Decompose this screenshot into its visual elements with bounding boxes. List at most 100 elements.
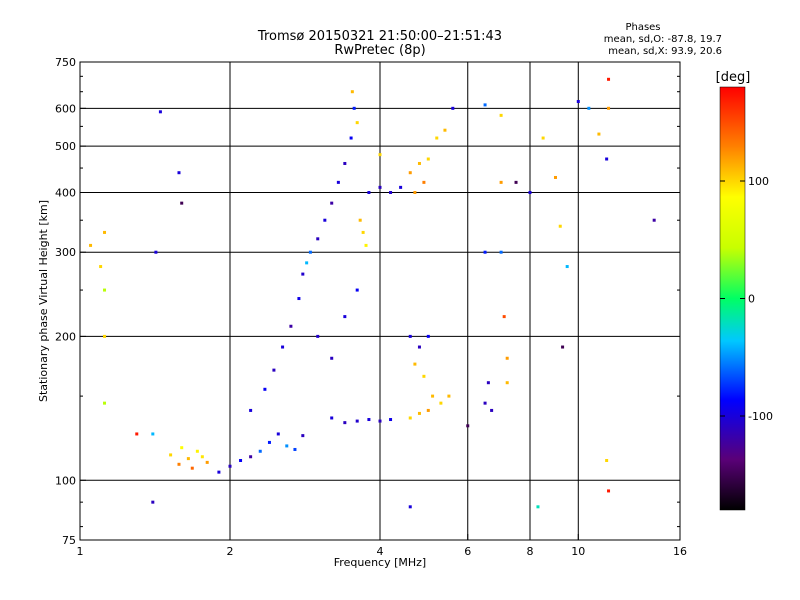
data-point — [389, 418, 393, 422]
data-point — [305, 261, 309, 265]
chart-subtitle: RwPretec (8p) — [334, 43, 425, 58]
data-point — [389, 190, 393, 194]
data-point — [330, 201, 334, 205]
data-point — [217, 470, 221, 474]
data-point — [195, 449, 199, 453]
data-point — [301, 434, 305, 438]
x-tick-label: 2 — [227, 545, 234, 558]
data-point — [378, 185, 382, 189]
data-points — [89, 77, 656, 509]
data-point — [607, 77, 611, 81]
data-point — [361, 230, 365, 234]
data-point — [249, 408, 253, 412]
data-point — [205, 460, 209, 464]
data-point — [422, 180, 426, 184]
data-point — [483, 401, 487, 405]
data-point — [228, 464, 232, 468]
data-point — [408, 505, 412, 509]
data-point — [297, 297, 301, 301]
data-point — [587, 106, 591, 110]
data-point — [267, 440, 271, 444]
data-point — [343, 315, 347, 319]
data-point — [316, 334, 320, 338]
data-point — [103, 334, 107, 338]
data-point — [151, 500, 155, 504]
data-point — [378, 419, 382, 423]
data-point — [330, 356, 334, 360]
data-point — [443, 128, 447, 132]
y-tick-label: 600 — [55, 102, 76, 115]
data-point — [169, 453, 173, 457]
data-point — [177, 462, 181, 466]
data-point — [103, 230, 107, 234]
y-tick-label: 200 — [55, 330, 76, 343]
data-point — [343, 161, 347, 165]
data-point — [263, 387, 267, 391]
data-point — [190, 466, 194, 470]
y-tick-label: 75 — [62, 534, 76, 547]
stats-heading: Phases — [625, 22, 660, 33]
data-point — [367, 190, 371, 194]
data-point — [426, 408, 430, 412]
data-point — [528, 190, 532, 194]
data-point — [605, 458, 609, 462]
data-point — [352, 106, 356, 110]
data-point — [553, 175, 557, 179]
data-point — [336, 180, 340, 184]
data-point — [561, 345, 565, 349]
data-point — [499, 113, 503, 117]
data-point — [536, 505, 540, 509]
y-axis-ticks: 75 100 200 300 400 500 600 750 — [55, 56, 680, 547]
data-point — [486, 381, 490, 385]
data-point — [417, 411, 421, 415]
data-point — [180, 201, 184, 205]
data-point — [200, 455, 204, 459]
data-point — [358, 218, 362, 222]
data-point — [408, 171, 412, 175]
data-point — [466, 424, 470, 428]
data-point — [103, 401, 107, 405]
data-point — [408, 334, 412, 338]
data-point — [426, 157, 430, 161]
data-point — [413, 190, 417, 194]
data-point — [301, 272, 305, 276]
data-point — [186, 457, 190, 461]
data-point — [378, 153, 382, 157]
data-point — [426, 334, 430, 338]
data-point — [285, 444, 289, 448]
x-tick-label: 8 — [527, 545, 534, 558]
data-point — [272, 368, 276, 372]
x-tick-label: 1 — [77, 545, 84, 558]
y-tick-label: 100 — [55, 474, 76, 487]
stats-line-o: mean, sd,O: -87.8, 19.7 — [604, 34, 722, 45]
data-point — [408, 416, 412, 420]
data-point — [177, 171, 181, 175]
data-point — [483, 250, 487, 254]
data-point — [316, 237, 320, 241]
data-point — [652, 218, 656, 222]
data-point — [558, 224, 562, 228]
data-point — [483, 103, 487, 107]
data-point — [435, 136, 439, 140]
y-tick-label: 500 — [55, 140, 76, 153]
data-point — [330, 416, 334, 420]
y-tick-label: 750 — [55, 56, 76, 69]
data-point — [349, 136, 353, 140]
data-point — [576, 100, 580, 104]
y-axis-label: Stationary phase Virtual Height [km] — [37, 200, 50, 402]
data-point — [258, 449, 262, 453]
y-tick-label: 400 — [55, 186, 76, 199]
x-tick-label: 6 — [464, 545, 471, 558]
data-point — [293, 447, 297, 451]
data-point — [417, 161, 421, 165]
data-point — [367, 418, 371, 422]
data-point — [447, 394, 451, 398]
colorbar-tick-label: 100 — [748, 175, 769, 188]
data-point — [439, 401, 443, 405]
data-point — [451, 106, 455, 110]
data-point — [499, 250, 503, 254]
data-point — [350, 90, 354, 94]
data-point — [490, 408, 494, 412]
data-point — [103, 288, 107, 292]
